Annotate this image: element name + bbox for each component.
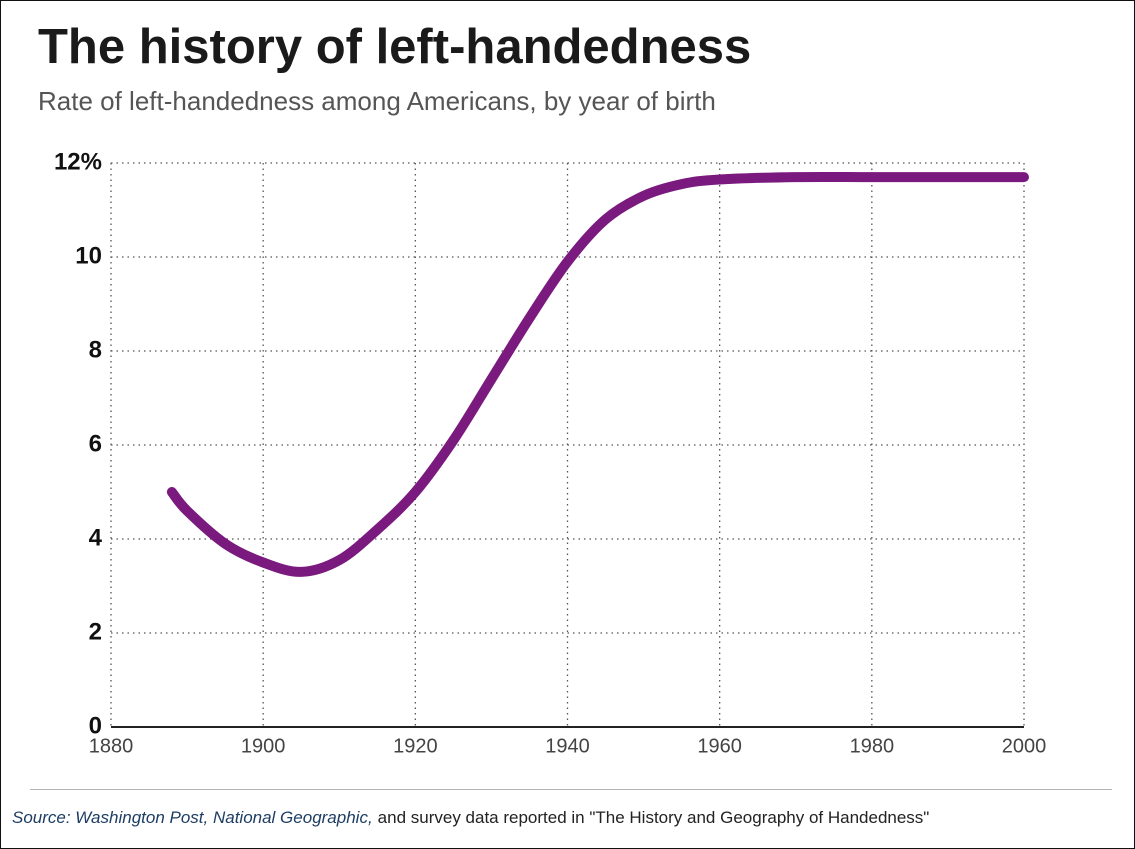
x-tick-label: 2000 [1002,735,1047,757]
source-text: and survey data reported in "The History… [377,808,930,827]
x-tick-label: 1960 [697,735,742,757]
x-tick-label: 1920 [393,735,438,757]
chart-subtitle: Rate of left-handedness among Americans,… [38,86,716,116]
source-note: Source: Washington Post, National Geogra… [12,808,929,828]
data-line [166,171,1029,577]
y-tick-label: 0 [89,712,102,739]
y-tick-label: 2 [89,618,102,645]
y-tick-label: 8 [89,336,102,363]
y-tick-label: 12% [54,148,102,175]
x-tick-label: 1900 [241,735,286,757]
x-tick-label: 1940 [545,735,590,757]
chart-title: The history of left-handedness [38,20,751,74]
y-tick-label: 10 [75,242,102,269]
chart: The history of left-handedness Rate of l… [30,20,1112,790]
y-tick-label: 6 [89,430,102,457]
x-tick-label: 1880 [89,735,134,757]
x-tick-label: 1980 [850,735,895,757]
source-italic: Source: Washington Post, National Geogra… [12,808,373,827]
y-tick-label: 4 [89,524,103,551]
